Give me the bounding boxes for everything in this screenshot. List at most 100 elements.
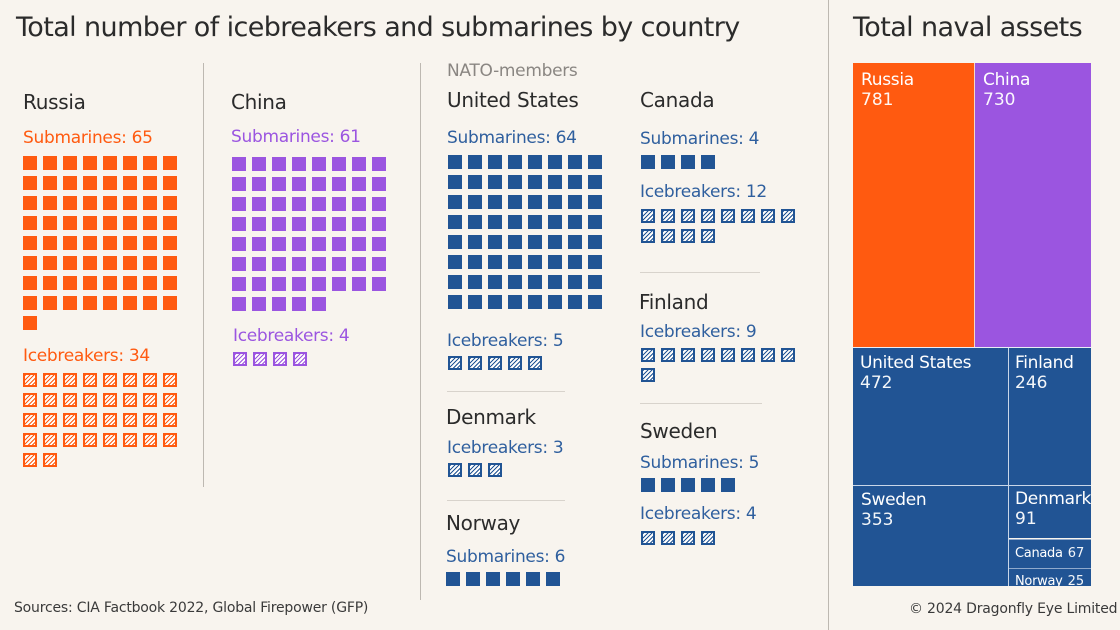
china-submarine-square: [252, 177, 266, 191]
russia-submarine-square: [23, 236, 37, 250]
treemap-cell-sweden: Sweden 353: [853, 486, 1009, 586]
divider-russia-china: [203, 63, 204, 487]
sweden-icebreaker-square: [661, 531, 675, 545]
russia-icebreaker-square: [163, 433, 177, 447]
russia-submarine-square: [63, 176, 77, 190]
russia-submarine-square: [123, 196, 137, 210]
treemap-name-russia: Russia: [861, 70, 914, 90]
china-submarine-square: [372, 197, 386, 211]
china-submarine-square: [252, 157, 266, 171]
united-states-submarine-square: [448, 235, 462, 249]
treemap-cell-russia: Russia 781: [853, 63, 975, 347]
treemap-name-sweden: Sweden: [861, 490, 927, 510]
china-submarine-square: [352, 277, 366, 291]
united-states-submarine-square: [588, 295, 602, 309]
russia-submarine-square: [143, 236, 157, 250]
separator-finland-sweden: [640, 403, 762, 404]
united-states-submarine-square: [508, 275, 522, 289]
treemap-value-china: 730: [983, 90, 1016, 110]
waffle-finland-icebreakers: [641, 348, 795, 382]
united-states-submarine-square: [468, 235, 482, 249]
united-states-submarine-square: [568, 295, 582, 309]
united-states-submarine-square: [488, 195, 502, 209]
united-states-submarine-square: [448, 215, 462, 229]
russia-submarine-square: [43, 196, 57, 210]
treemap-value-finland: 246: [1015, 373, 1048, 393]
united-states-submarine-square: [448, 175, 462, 189]
norway-submarine-square: [526, 572, 540, 586]
china-submarine-square: [352, 257, 366, 271]
china-submarine-square: [232, 157, 246, 171]
united-states-submarine-square: [588, 155, 602, 169]
china-submarine-square: [332, 217, 346, 231]
waffle-denmark-icebreakers: [448, 463, 602, 477]
sources-note: Sources: CIA Factbook 2022, Global Firep…: [14, 600, 369, 616]
united-states-submarine-square: [488, 295, 502, 309]
united-states-submarine-square: [448, 275, 462, 289]
united-states-submarine-square: [508, 255, 522, 269]
russia-icebreaker-square: [143, 393, 157, 407]
china-submarine-square: [252, 257, 266, 271]
russia-icebreaker-square: [123, 433, 137, 447]
canada-icebreaker-square: [701, 209, 715, 223]
russia-icebreaker-square: [123, 393, 137, 407]
russia-icebreaker-square: [23, 453, 37, 467]
china-submarine-square: [312, 157, 326, 171]
treemap-name-norway: Norway: [1015, 574, 1063, 586]
finland-icebreaker-square: [641, 348, 655, 362]
finland-icebreaker-square: [641, 368, 655, 382]
united-states-submarine-square: [508, 295, 522, 309]
united-states-submarine-square: [528, 255, 542, 269]
russia-submarine-square: [23, 276, 37, 290]
china-submarine-square: [272, 257, 286, 271]
china-submarine-square: [272, 217, 286, 231]
denmark-icebreakers-label: Icebreakers: 3: [447, 438, 564, 458]
sweden-submarines-label: Submarines: 5: [640, 453, 760, 473]
china-submarine-square: [312, 257, 326, 271]
waffle-china-submarines: [232, 157, 386, 311]
china-submarine-square: [272, 177, 286, 191]
china-submarine-square: [272, 197, 286, 211]
china-icebreaker-square: [233, 352, 247, 366]
waffle-us-icebreakers: [448, 356, 602, 370]
united-states-submarine-square: [548, 235, 562, 249]
united-states-icebreaker-square: [508, 356, 522, 370]
china-submarine-square: [312, 217, 326, 231]
finland-icebreakers-label: Icebreakers: 9: [640, 322, 757, 342]
china-submarine-square: [332, 257, 346, 271]
russia-icebreaker-square: [143, 433, 157, 447]
russia-submarine-square: [83, 196, 97, 210]
united-states-submarine-square: [508, 155, 522, 169]
country-name-canada: Canada: [640, 88, 715, 112]
russia-icebreaker-square: [103, 413, 117, 427]
united-states-submarine-square: [588, 175, 602, 189]
russia-icebreaker-square: [83, 433, 97, 447]
treemap-cell-china: China 730: [975, 63, 1091, 347]
united-states-submarine-square: [548, 155, 562, 169]
united-states-submarine-square: [528, 215, 542, 229]
denmark-icebreaker-square: [468, 463, 482, 477]
treemap-title: Total naval assets: [853, 12, 1083, 43]
sweden-icebreakers-label: Icebreakers: 4: [640, 504, 757, 524]
russia-submarine-square: [103, 236, 117, 250]
russia-submarine-square: [43, 236, 57, 250]
china-submarine-square: [252, 217, 266, 231]
norway-submarine-square: [466, 572, 480, 586]
china-submarine-square: [312, 277, 326, 291]
russia-icebreaker-square: [103, 393, 117, 407]
waffle-china-icebreakers: [233, 352, 387, 366]
waffle-norway-submarines: [446, 572, 600, 586]
russia-submarine-square: [163, 156, 177, 170]
china-submarine-square: [252, 197, 266, 211]
united-states-submarine-square: [568, 195, 582, 209]
russia-submarine-square: [163, 276, 177, 290]
united-states-submarine-square: [488, 175, 502, 189]
china-submarine-square: [252, 277, 266, 291]
finland-icebreaker-square: [701, 348, 715, 362]
united-states-submarine-square: [508, 235, 522, 249]
russia-submarine-square: [163, 196, 177, 210]
treemap-cell-finland: Finland 246: [1009, 348, 1091, 485]
russia-submarine-square: [43, 176, 57, 190]
treemap-name-denmark: Denmark: [1015, 489, 1091, 509]
russia-icebreaker-square: [43, 413, 57, 427]
